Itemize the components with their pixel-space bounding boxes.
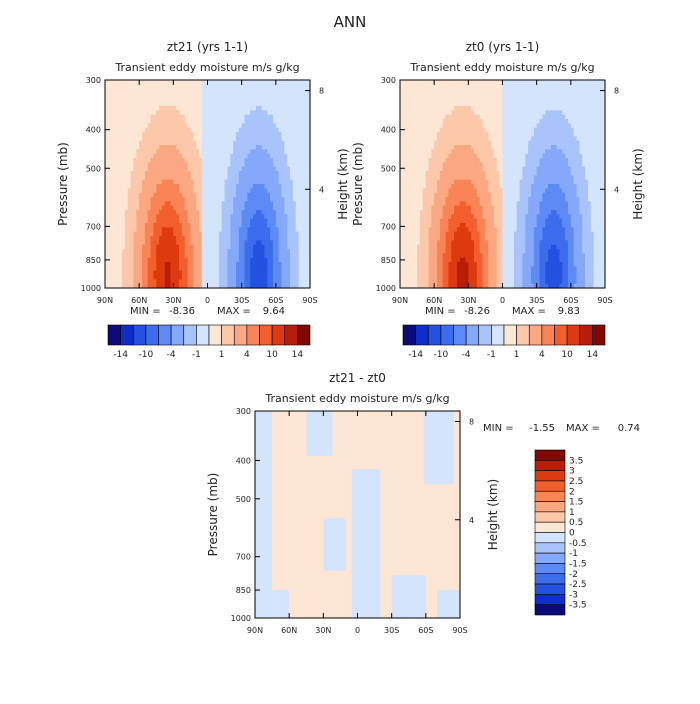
- x-tick-label: 30S: [234, 296, 249, 305]
- max-value: 9.64: [263, 306, 285, 317]
- colorbar-swatch: [121, 325, 134, 345]
- max-label: MAX =: [217, 306, 251, 317]
- colorbar-label: 10: [266, 350, 278, 360]
- y-axis-label: Pressure (mb): [56, 142, 70, 226]
- colorbar-swatch: [133, 325, 146, 345]
- colorbar-swatch: [234, 325, 247, 345]
- colorbar-swatch: [222, 325, 235, 345]
- right-tick-label: 8: [319, 87, 324, 96]
- colorbar-label: 4: [244, 350, 250, 360]
- y-tick-label: 850: [86, 256, 101, 265]
- colorbar-label: 14: [292, 350, 304, 360]
- colorbar-swatch: [171, 325, 184, 345]
- x-tick-label: 60S: [268, 296, 283, 305]
- colorbar-swatch: [209, 325, 222, 345]
- panel-1: zt21 (yrs 1-1) Transient eddy moisture m/…: [56, 40, 350, 360]
- colorbar-swatch: [184, 325, 197, 345]
- y-tick-label: 400: [86, 126, 101, 135]
- colorbar-swatch: [146, 325, 159, 345]
- right-tick-label: 4: [319, 185, 324, 194]
- colorbar-swatch: [285, 325, 298, 345]
- colorbar-label: -4: [167, 350, 176, 360]
- x-tick-label: 30N: [165, 296, 181, 305]
- min-label: MIN =: [130, 306, 161, 317]
- colorbar-swatch: [196, 325, 209, 345]
- colorbar-swatch: [247, 325, 260, 345]
- x-tick-label: 90N: [97, 296, 113, 305]
- panel-title: zt21 (yrs 1-1): [167, 40, 248, 54]
- colorbar-label: 1: [219, 350, 225, 360]
- y-axis-label-right: Height (km): [336, 148, 350, 219]
- y-tick-label: 300: [86, 76, 101, 85]
- y-tick-label: 500: [86, 164, 101, 173]
- colorbar-swatch: [272, 325, 285, 345]
- colorbar-label: -1: [192, 350, 201, 360]
- colorbar-swatch: [260, 325, 273, 345]
- min-value: -8.36: [169, 306, 195, 317]
- colorbar-swatch: [108, 325, 121, 345]
- x-tick-label: 0: [205, 296, 210, 305]
- y-tick-label: 1000: [81, 284, 101, 293]
- panel-subtitle: Transient eddy moisture m/s g/kg: [114, 61, 299, 74]
- y-tick-label: 700: [86, 222, 101, 231]
- x-tick-label: 60N: [131, 296, 147, 305]
- colorbar-label: -10: [139, 350, 154, 360]
- page-title: ANN: [334, 13, 367, 31]
- colorbar-swatch: [159, 325, 172, 345]
- colorbar-label: -14: [113, 350, 128, 360]
- colorbar-swatch: [297, 325, 310, 345]
- x-tick-label: 90S: [302, 296, 317, 305]
- panel-2: zt0 (yrs 1-1)Transient eddy moisture m/s…: [351, 40, 645, 360]
